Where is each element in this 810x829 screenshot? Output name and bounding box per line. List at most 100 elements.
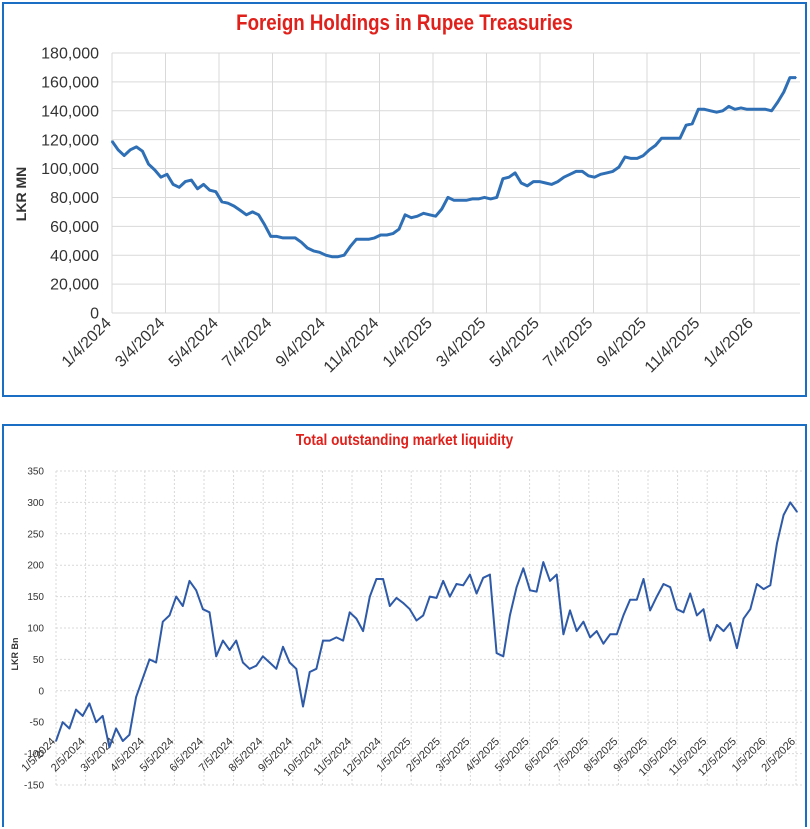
data-point [685,124,687,126]
y-tick-label: 0 [38,686,44,697]
data-point [729,622,731,624]
x-tick-label: 3/4/2025 [433,315,489,371]
data-point [331,255,333,258]
data-point [776,101,779,103]
data-point [703,108,706,111]
data-point [268,661,271,664]
data-point [702,608,705,610]
data-point [95,721,97,723]
data-point [728,105,730,108]
data-point [302,705,304,708]
data-point [166,173,168,176]
data-point [762,588,765,590]
series-line [55,501,798,749]
y-axis-label: LKR Bn [10,638,20,671]
data-point [529,589,531,592]
data-point [375,578,378,580]
data-point [335,636,338,639]
data-point [469,573,471,576]
data-point [769,584,772,587]
data-point [782,514,785,516]
data-point [122,740,124,742]
y-tick-label: 180,000 [41,46,99,63]
y-tick-label: 150 [27,592,44,603]
data-point [648,149,651,151]
data-point [602,642,605,645]
x-tick-label: 1/4/2026 [701,315,757,371]
data-point [141,150,144,152]
data-point [709,110,712,112]
data-point [182,605,184,607]
data-point [255,664,258,667]
data-point [526,185,529,187]
data-point [235,639,237,642]
data-point [263,224,266,226]
data-point [667,137,669,139]
foreign-holdings-chart: 0 20,000 40,000 60,000 80,000 100,000 120,000 1… [13,46,800,377]
y-tick-label: 60,000 [50,219,99,236]
data-point [115,727,117,730]
data-point [386,234,388,236]
data-point [557,180,559,183]
data-point [709,639,711,642]
data-point [422,212,425,215]
data-point [756,583,758,585]
data-point [282,646,284,648]
data-point [563,176,565,178]
data-point [502,655,505,658]
data-point [691,123,693,125]
y-tick-label: 200 [27,561,44,572]
data-point [389,605,391,607]
y-tick-label: 250 [27,529,44,540]
data-point [300,241,303,243]
data-point [395,597,398,599]
data-point [228,649,231,651]
data-point [532,180,535,183]
data-point [496,196,498,199]
data-point [196,188,199,190]
data-point [154,169,156,171]
data-point [410,216,413,219]
x-tick-label: 7/4/2024 [219,315,275,371]
data-point [742,617,745,620]
data-point [295,668,298,670]
data-point [462,584,465,587]
data-point [581,170,584,173]
data-point [630,157,632,160]
data-point [369,595,371,598]
y-tick-label: 100 [27,624,44,635]
data-point [215,190,217,193]
market-liquidity-chart-panel: Total outstanding market liquidity 350 30… [2,424,807,827]
y-tick-label: 40,000 [50,248,99,265]
data-point [382,578,384,580]
data-point [676,608,678,610]
data-point [398,228,400,230]
data-point [188,580,191,582]
x-tick-label: 11/4/2024 [321,315,383,377]
data-point [415,619,418,622]
data-point [465,199,468,202]
data-point [325,254,327,256]
data-point [749,608,752,610]
data-point [618,166,620,168]
y-tick-label: 100,000 [41,161,99,178]
data-point [251,211,254,213]
y-tick-label: 300 [27,498,44,509]
data-point [654,144,657,147]
data-point [160,176,162,178]
chart-title: Foreign Holdings in Rupee Treasuries [236,10,573,35]
data-point [609,633,611,636]
data-point [550,183,553,186]
data-point [642,154,645,157]
data-point [689,592,691,595]
data-point [342,639,344,642]
data-point [312,250,315,252]
data-point [402,602,404,604]
data-point [587,175,590,177]
data-point [514,172,516,174]
data-point [595,630,598,632]
data-point [489,198,492,200]
data-point [175,595,177,598]
foreign-holdings-chart-panel: Foreign Holdings in Rupee Treasuries 0 20… [2,2,807,397]
data-point [75,708,77,711]
